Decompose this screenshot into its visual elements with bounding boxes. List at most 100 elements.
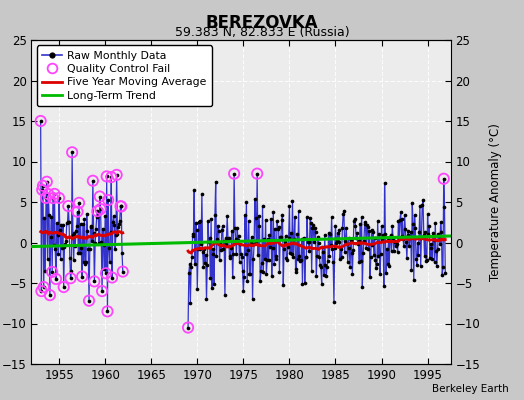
Point bbox=[374, 252, 383, 259]
Point bbox=[322, 273, 331, 279]
Point bbox=[261, 216, 270, 223]
Point bbox=[277, 234, 285, 240]
Point bbox=[217, 227, 226, 233]
Point bbox=[306, 214, 314, 221]
Point bbox=[230, 170, 238, 177]
Point bbox=[435, 241, 444, 247]
Point bbox=[399, 236, 407, 242]
Point bbox=[264, 235, 272, 242]
Point bbox=[288, 251, 296, 257]
Point bbox=[39, 284, 48, 290]
Point bbox=[235, 232, 243, 239]
Point bbox=[62, 238, 70, 244]
Point bbox=[379, 231, 387, 238]
Point bbox=[246, 271, 255, 277]
Point bbox=[297, 257, 305, 263]
Point bbox=[37, 118, 45, 124]
Point bbox=[225, 255, 234, 262]
Point bbox=[404, 228, 412, 234]
Point bbox=[309, 222, 318, 228]
Point bbox=[234, 236, 242, 243]
Point bbox=[329, 259, 337, 266]
Point bbox=[420, 232, 428, 238]
Point bbox=[113, 230, 122, 237]
Point bbox=[219, 223, 227, 229]
Point bbox=[46, 292, 54, 298]
Point bbox=[98, 288, 106, 294]
Point bbox=[103, 173, 111, 180]
Point bbox=[223, 213, 232, 220]
Point bbox=[414, 252, 422, 258]
Point bbox=[311, 224, 319, 231]
Point bbox=[275, 224, 283, 230]
Point bbox=[377, 223, 386, 229]
Point bbox=[398, 216, 407, 222]
Point bbox=[39, 182, 47, 189]
Point bbox=[210, 281, 219, 287]
Point bbox=[425, 222, 433, 229]
Point bbox=[415, 228, 423, 235]
Point bbox=[351, 222, 359, 229]
Point bbox=[95, 240, 103, 246]
Point bbox=[285, 234, 293, 241]
Point bbox=[367, 226, 376, 233]
Point bbox=[268, 244, 277, 251]
Point bbox=[272, 253, 280, 259]
Point bbox=[370, 234, 379, 241]
Point bbox=[38, 187, 47, 193]
Point bbox=[357, 258, 365, 264]
Point bbox=[334, 230, 342, 236]
Point bbox=[204, 239, 213, 245]
Point bbox=[305, 248, 313, 254]
Point bbox=[219, 246, 227, 252]
Point bbox=[433, 263, 441, 269]
Point bbox=[403, 232, 412, 238]
Point bbox=[116, 203, 125, 210]
Point bbox=[78, 273, 86, 280]
Point bbox=[241, 212, 249, 219]
Point bbox=[78, 273, 86, 280]
Point bbox=[199, 264, 208, 270]
Point bbox=[372, 265, 380, 271]
Point bbox=[52, 220, 61, 226]
Point bbox=[240, 274, 248, 280]
Point bbox=[95, 193, 104, 200]
Point bbox=[50, 191, 59, 197]
Point bbox=[418, 202, 427, 208]
Point bbox=[383, 246, 391, 252]
Point bbox=[278, 211, 287, 218]
Point bbox=[237, 251, 245, 257]
Point bbox=[199, 248, 207, 255]
Point bbox=[394, 218, 402, 225]
Point bbox=[215, 228, 223, 234]
Point bbox=[45, 212, 53, 218]
Point bbox=[254, 251, 262, 258]
Point bbox=[417, 234, 425, 241]
Point bbox=[67, 275, 75, 282]
Point bbox=[184, 324, 192, 331]
Point bbox=[96, 206, 105, 212]
Point bbox=[353, 230, 361, 236]
Point bbox=[351, 216, 359, 222]
Point bbox=[73, 208, 82, 215]
Point bbox=[189, 231, 197, 237]
Point bbox=[441, 270, 450, 276]
Point bbox=[92, 226, 100, 232]
Point bbox=[105, 245, 113, 251]
Point bbox=[361, 219, 369, 225]
Point bbox=[319, 249, 328, 255]
Point bbox=[107, 174, 115, 180]
Point bbox=[110, 213, 118, 219]
Point bbox=[333, 237, 341, 243]
Point bbox=[368, 241, 377, 248]
Point bbox=[207, 216, 215, 222]
Point bbox=[47, 234, 55, 240]
Point bbox=[337, 254, 346, 260]
Point bbox=[252, 238, 260, 244]
Point bbox=[392, 243, 400, 250]
Point bbox=[69, 232, 77, 238]
Point bbox=[59, 222, 67, 228]
Point bbox=[224, 236, 232, 242]
Point bbox=[192, 220, 200, 226]
Point bbox=[64, 203, 72, 209]
